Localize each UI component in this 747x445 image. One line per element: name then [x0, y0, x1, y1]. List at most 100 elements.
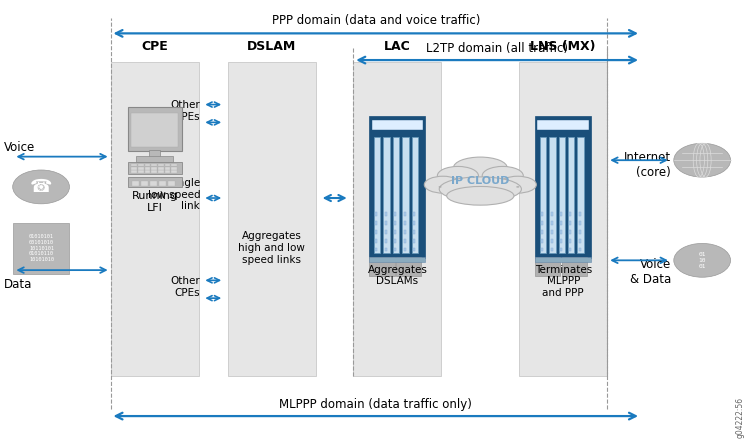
FancyBboxPatch shape	[402, 137, 409, 253]
Ellipse shape	[447, 186, 514, 205]
FancyBboxPatch shape	[353, 62, 441, 376]
Text: L2TP domain (all traffic): L2TP domain (all traffic)	[426, 42, 568, 55]
FancyBboxPatch shape	[145, 167, 150, 170]
FancyBboxPatch shape	[372, 120, 423, 130]
FancyBboxPatch shape	[541, 239, 543, 243]
Ellipse shape	[453, 157, 507, 178]
FancyBboxPatch shape	[560, 212, 562, 216]
Circle shape	[674, 243, 731, 277]
FancyBboxPatch shape	[413, 221, 415, 225]
Text: ☎: ☎	[30, 178, 52, 196]
FancyBboxPatch shape	[138, 170, 143, 173]
Text: MLPPP domain (data traffic only): MLPPP domain (data traffic only)	[279, 398, 472, 411]
FancyBboxPatch shape	[141, 181, 148, 186]
FancyBboxPatch shape	[158, 170, 164, 173]
Text: 01
10
01: 01 10 01	[698, 252, 706, 269]
FancyBboxPatch shape	[413, 212, 415, 216]
FancyBboxPatch shape	[383, 137, 390, 253]
FancyBboxPatch shape	[171, 164, 177, 166]
FancyBboxPatch shape	[385, 239, 387, 243]
FancyBboxPatch shape	[541, 230, 543, 234]
Text: Single
low speed
link: Single low speed link	[148, 178, 200, 211]
FancyBboxPatch shape	[569, 239, 571, 243]
FancyBboxPatch shape	[128, 107, 182, 151]
Text: PPP domain (data and voice traffic): PPP domain (data and voice traffic)	[272, 14, 480, 27]
FancyBboxPatch shape	[164, 167, 170, 170]
FancyBboxPatch shape	[541, 248, 543, 251]
FancyBboxPatch shape	[560, 230, 562, 234]
Ellipse shape	[424, 176, 462, 193]
FancyBboxPatch shape	[579, 212, 581, 216]
FancyBboxPatch shape	[158, 164, 164, 166]
FancyBboxPatch shape	[569, 212, 571, 216]
FancyBboxPatch shape	[128, 162, 182, 174]
Ellipse shape	[439, 177, 521, 201]
FancyBboxPatch shape	[535, 257, 592, 262]
FancyBboxPatch shape	[376, 230, 377, 234]
FancyBboxPatch shape	[394, 212, 396, 216]
FancyBboxPatch shape	[403, 230, 406, 234]
FancyBboxPatch shape	[158, 167, 164, 170]
FancyBboxPatch shape	[394, 239, 396, 243]
FancyBboxPatch shape	[569, 221, 571, 225]
FancyBboxPatch shape	[376, 239, 377, 243]
FancyBboxPatch shape	[403, 212, 406, 216]
FancyBboxPatch shape	[394, 230, 396, 234]
FancyBboxPatch shape	[159, 181, 166, 186]
FancyBboxPatch shape	[131, 113, 178, 147]
FancyBboxPatch shape	[413, 248, 415, 251]
FancyBboxPatch shape	[376, 212, 377, 216]
Text: Voice
& Data: Voice & Data	[630, 258, 671, 286]
Text: Voice: Voice	[4, 141, 35, 154]
FancyBboxPatch shape	[551, 248, 553, 251]
Text: g04222:56: g04222:56	[736, 397, 745, 438]
Text: Aggregates
high and low
speed links: Aggregates high and low speed links	[238, 231, 306, 265]
Text: Other
CPEs: Other CPEs	[170, 276, 200, 298]
FancyBboxPatch shape	[138, 167, 143, 170]
FancyBboxPatch shape	[132, 181, 139, 186]
FancyBboxPatch shape	[152, 167, 157, 170]
FancyBboxPatch shape	[171, 167, 177, 170]
Text: Other
CPEs: Other CPEs	[170, 100, 200, 122]
Ellipse shape	[499, 176, 536, 193]
Text: CPE: CPE	[141, 40, 168, 53]
FancyBboxPatch shape	[403, 239, 406, 243]
Circle shape	[13, 170, 69, 204]
FancyBboxPatch shape	[152, 170, 157, 173]
FancyBboxPatch shape	[541, 212, 543, 216]
Circle shape	[674, 143, 731, 177]
FancyBboxPatch shape	[579, 239, 581, 243]
FancyBboxPatch shape	[131, 167, 137, 170]
FancyBboxPatch shape	[535, 116, 592, 258]
FancyBboxPatch shape	[370, 116, 426, 258]
FancyBboxPatch shape	[537, 120, 589, 130]
FancyBboxPatch shape	[413, 239, 415, 243]
Ellipse shape	[437, 166, 479, 185]
FancyBboxPatch shape	[393, 137, 399, 253]
Text: 01010101
00101010
10110101
01010110
10101010: 01010101 00101010 10110101 01010110 1010…	[29, 234, 54, 262]
FancyBboxPatch shape	[579, 248, 581, 251]
FancyBboxPatch shape	[394, 248, 396, 251]
FancyBboxPatch shape	[551, 230, 553, 234]
FancyBboxPatch shape	[171, 170, 177, 173]
FancyBboxPatch shape	[562, 257, 587, 276]
FancyBboxPatch shape	[549, 137, 556, 253]
FancyBboxPatch shape	[579, 230, 581, 234]
FancyBboxPatch shape	[376, 248, 377, 251]
FancyBboxPatch shape	[370, 257, 426, 262]
FancyBboxPatch shape	[111, 62, 199, 376]
Text: LAC: LAC	[384, 40, 411, 53]
FancyBboxPatch shape	[413, 230, 415, 234]
FancyBboxPatch shape	[131, 164, 137, 166]
FancyBboxPatch shape	[569, 248, 571, 251]
FancyBboxPatch shape	[385, 221, 387, 225]
FancyBboxPatch shape	[168, 181, 175, 186]
FancyBboxPatch shape	[519, 62, 607, 376]
FancyBboxPatch shape	[370, 257, 394, 276]
FancyBboxPatch shape	[164, 164, 170, 166]
Text: IP CLOUD: IP CLOUD	[451, 176, 509, 186]
FancyBboxPatch shape	[560, 239, 562, 243]
FancyBboxPatch shape	[145, 170, 150, 173]
Text: Data: Data	[4, 278, 32, 291]
Text: Internet
(core): Internet (core)	[624, 151, 671, 179]
